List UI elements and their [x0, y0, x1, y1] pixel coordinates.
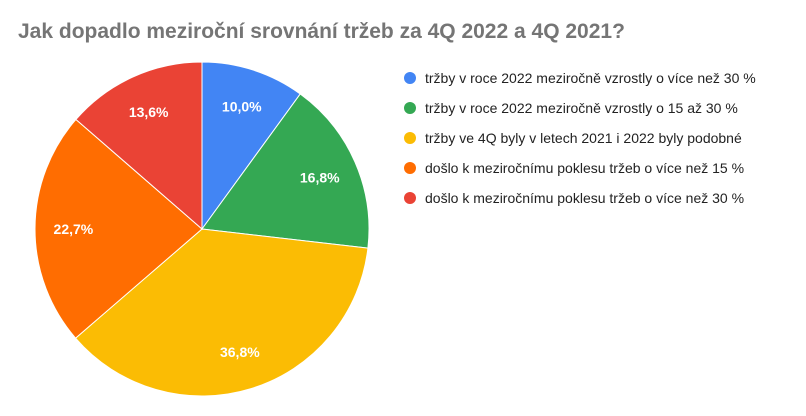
legend-label: tržby v roce 2022 meziročně vzrostly o 1…	[425, 100, 738, 116]
legend-label: došlo k meziročnímu poklesu tržeb o více…	[425, 160, 745, 176]
slice-data-label: 36,8%	[220, 344, 260, 360]
legend-swatch-icon	[404, 102, 416, 114]
legend-swatch-icon	[404, 132, 416, 144]
slice-data-label: 13,6%	[129, 104, 169, 120]
pie-slice	[74, 228, 369, 397]
pie-slice	[34, 118, 203, 339]
slice-data-label: 16,8%	[300, 169, 340, 185]
slice-data-label: 10,0%	[222, 99, 262, 115]
legend-item: došlo k meziročnímu poklesu tržeb o více…	[404, 183, 756, 213]
legend-label: tržby ve 4Q byly v letech 2021 i 2022 by…	[425, 130, 742, 146]
legend: tržby v roce 2022 meziročně vzrostly o v…	[404, 63, 756, 213]
pie-slice	[201, 61, 301, 231]
legend-label: došlo k meziročnímu poklesu tržeb o více…	[425, 190, 745, 206]
legend-swatch-icon	[404, 162, 416, 174]
legend-item: tržby v roce 2022 meziročně vzrostly o 1…	[404, 93, 756, 123]
pie-slice	[201, 93, 370, 249]
chart-title: Jak dopadlo meziroční srovnání tržeb za …	[18, 20, 625, 43]
slice-data-label: 22,7%	[54, 221, 94, 237]
pie-slice	[75, 61, 203, 231]
legend-label: tržby v roce 2022 meziročně vzrostly o v…	[425, 70, 756, 86]
legend-item: tržby ve 4Q byly v letech 2021 i 2022 by…	[404, 123, 756, 153]
legend-item: tržby v roce 2022 meziročně vzrostly o v…	[404, 63, 756, 93]
legend-swatch-icon	[404, 72, 416, 84]
legend-swatch-icon	[404, 192, 416, 204]
legend-item: došlo k meziročnímu poklesu tržeb o více…	[404, 153, 756, 183]
